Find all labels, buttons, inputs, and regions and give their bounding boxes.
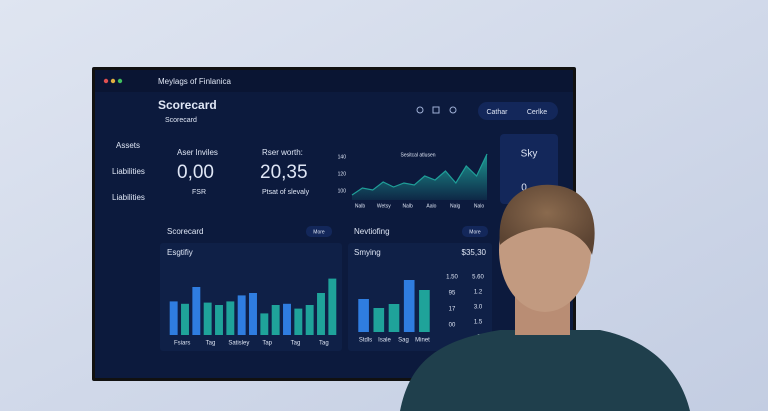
x-tick-label: Fsiars bbox=[174, 341, 190, 347]
y-tick-label: 100 bbox=[338, 188, 347, 194]
section-title: Nevtiofing bbox=[354, 227, 390, 236]
y-tick-label: 120 bbox=[338, 171, 347, 177]
more-button[interactable] bbox=[462, 226, 488, 237]
dot bbox=[117, 78, 123, 84]
bar bbox=[215, 305, 223, 335]
side-label: 1.5 bbox=[474, 320, 483, 326]
bar bbox=[271, 305, 280, 335]
panel-title: Smying bbox=[354, 248, 381, 257]
side-label: 1.2 bbox=[474, 290, 483, 296]
trend-legend: Sesitcal atlusen bbox=[400, 152, 435, 158]
bar bbox=[358, 299, 369, 332]
page-title: Scorecard bbox=[158, 98, 217, 112]
button[interactable]: Cerlke bbox=[527, 109, 547, 116]
nav-item[interactable]: Liabilities bbox=[112, 167, 145, 176]
card-label: Rser worth: bbox=[262, 148, 303, 157]
bar bbox=[419, 290, 430, 332]
bar bbox=[294, 308, 303, 335]
x-tick-label: Tag bbox=[291, 341, 301, 347]
bar bbox=[388, 304, 400, 332]
section-title: Scorecard bbox=[167, 227, 203, 236]
panel-title: Esgtifiy bbox=[167, 248, 193, 257]
x-tick-label: Tag bbox=[319, 341, 329, 347]
x-tick-label: Satisley bbox=[228, 341, 249, 347]
x-tick-label: Nalo bbox=[474, 203, 485, 209]
more-label[interactable]: More bbox=[469, 229, 481, 235]
nav-item[interactable]: Liabilities bbox=[112, 193, 145, 202]
button[interactable]: Cathar bbox=[486, 109, 508, 116]
x-tick-label: Nalg bbox=[450, 203, 461, 209]
bar bbox=[305, 305, 314, 335]
button-group[interactable] bbox=[478, 102, 558, 120]
x-tick-label: Nalb bbox=[355, 203, 366, 209]
dot bbox=[110, 78, 116, 84]
dot bbox=[103, 78, 109, 84]
side-label: 95 bbox=[449, 291, 456, 297]
card-value: 20,35 bbox=[260, 162, 308, 183]
charts: 140 120 100 Nalb Wetsy Nalb Aalo Nalg Nalo Scorec… bbox=[167, 153, 488, 347]
side-card-value: 0 bbox=[521, 183, 527, 194]
x-tick-label: Minet bbox=[415, 338, 430, 344]
card-value: 0,00 bbox=[177, 162, 214, 183]
bar bbox=[181, 303, 189, 335]
bar bbox=[237, 295, 246, 335]
nav-item[interactable]: Assets bbox=[116, 141, 140, 150]
more-button[interactable] bbox=[306, 226, 332, 237]
x-tick-label: Tag bbox=[206, 341, 216, 347]
card-note: FSR bbox=[192, 189, 206, 196]
x-tick-label: Wetsy bbox=[377, 203, 391, 209]
bar bbox=[192, 287, 201, 335]
x-tick-label: Aalo bbox=[426, 203, 436, 209]
side-label: 1.50 bbox=[446, 275, 458, 281]
bar bbox=[169, 301, 178, 335]
panel-amount: $35,30 bbox=[462, 248, 487, 257]
side-label: 17 bbox=[449, 307, 456, 313]
card-label: Aser lnviles bbox=[177, 148, 218, 157]
trend-line bbox=[351, 153, 488, 196]
bar bbox=[283, 303, 291, 335]
side-label: 00 bbox=[449, 323, 456, 329]
trend-area bbox=[352, 154, 487, 200]
bar bbox=[226, 301, 235, 335]
x-tick-label: Sag bbox=[398, 338, 409, 344]
x-tick-label: Isale bbox=[378, 338, 391, 344]
toolbar-icons bbox=[416, 106, 457, 114]
more-label[interactable]: More bbox=[313, 229, 325, 235]
app-title: Meylags of Finlanica bbox=[158, 77, 231, 86]
bar bbox=[260, 313, 269, 335]
bar bbox=[203, 302, 212, 335]
x-tick-label: Nalb bbox=[402, 203, 413, 209]
page-subtitle: Scorecard bbox=[165, 117, 197, 124]
bar bbox=[403, 280, 415, 332]
bar bbox=[317, 293, 325, 335]
x-tick-label: Tap bbox=[262, 341, 272, 347]
person bbox=[400, 184, 690, 411]
side-label: 3.0 bbox=[474, 305, 483, 311]
side-label: 5.60 bbox=[472, 275, 484, 281]
card-note: Ptsat of slevaly bbox=[262, 189, 310, 196]
bar bbox=[328, 278, 337, 335]
bar bbox=[249, 293, 257, 335]
y-tick-label: 140 bbox=[338, 154, 347, 160]
x-tick-label: Stdls bbox=[359, 338, 372, 344]
bar bbox=[373, 308, 385, 332]
side-card-title: Sky bbox=[521, 149, 538, 160]
top-bar bbox=[95, 70, 573, 92]
